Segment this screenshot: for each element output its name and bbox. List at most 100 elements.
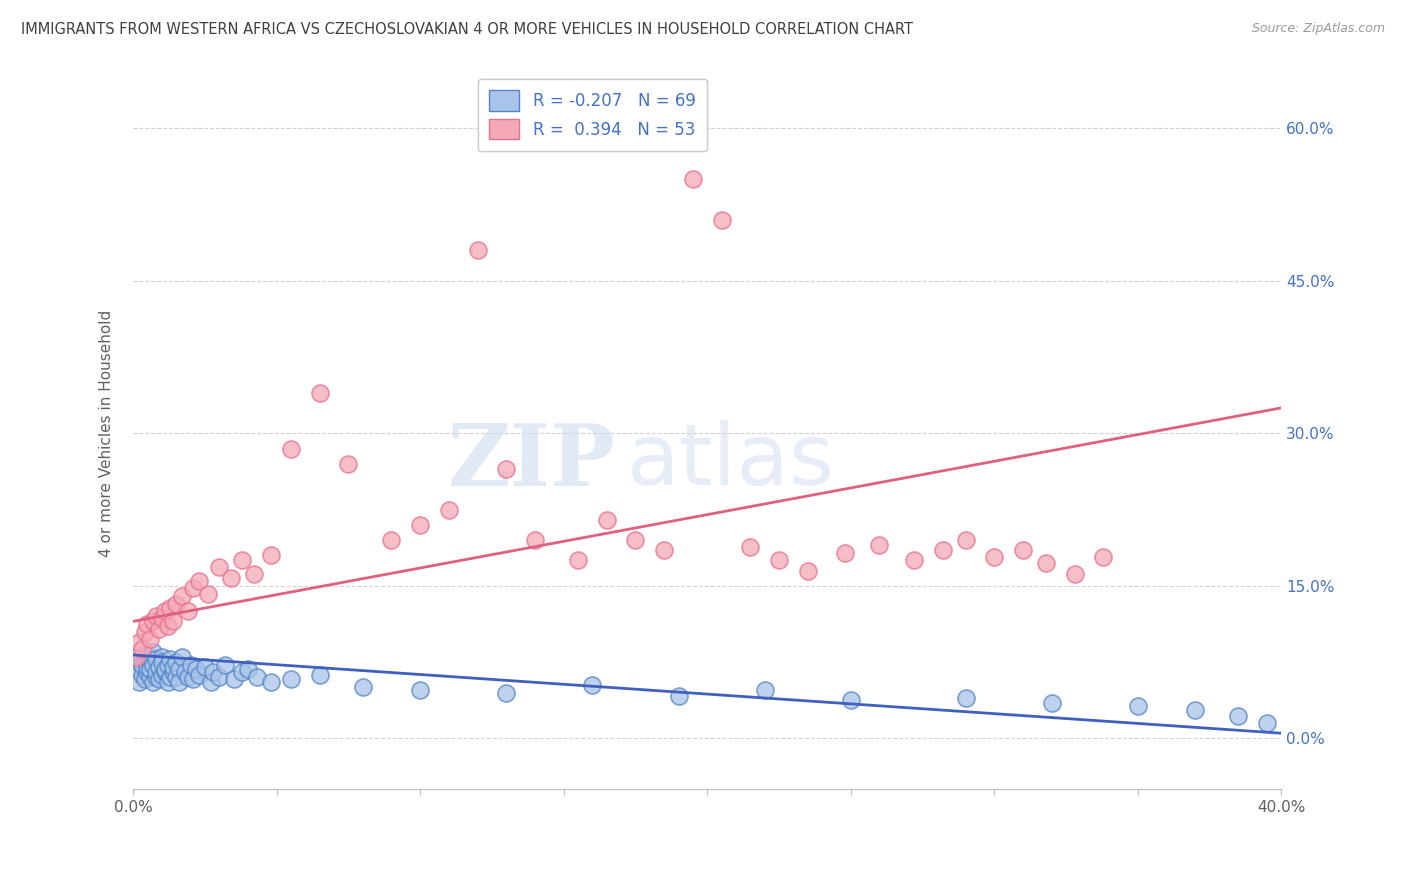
Point (148, 673, 170, 687)
Point (131, 641, 153, 656)
Point (869, 538, 891, 552)
Point (308, 385, 330, 400)
Point (139, 655, 162, 669)
Point (1227, 709, 1250, 723)
Point (145, 665, 167, 680)
Point (839, 692, 862, 706)
Point (280, 442, 302, 456)
Point (159, 601, 181, 615)
Point (214, 658, 236, 673)
Point (162, 660, 184, 674)
Point (136, 665, 159, 680)
Point (142, 675, 165, 690)
Point (260, 675, 283, 690)
Point (188, 574, 211, 588)
Point (165, 597, 187, 611)
Point (1092, 550, 1115, 565)
Point (145, 670, 167, 684)
Point (1063, 566, 1085, 581)
Point (188, 668, 211, 682)
Point (159, 652, 181, 666)
Point (668, 689, 690, 703)
Point (139, 670, 162, 684)
Point (467, 244, 489, 258)
Point (173, 665, 195, 680)
Point (153, 665, 176, 680)
Point (131, 650, 153, 665)
Point (139, 662, 162, 676)
Point (194, 660, 217, 674)
Point (380, 533, 402, 547)
Point (581, 678, 603, 692)
Point (142, 645, 165, 659)
Point (652, 543, 675, 558)
Point (242, 566, 264, 581)
Point (131, 668, 153, 682)
Point (208, 670, 231, 684)
Point (710, 212, 733, 227)
Text: Source: ZipAtlas.com: Source: ZipAtlas.com (1251, 22, 1385, 36)
Point (136, 660, 159, 674)
Point (165, 670, 187, 684)
Point (125, 662, 148, 676)
Point (134, 624, 156, 639)
Point (1035, 557, 1057, 571)
Point (150, 650, 173, 665)
Point (1126, 698, 1149, 713)
Point (142, 658, 165, 673)
Point (682, 172, 704, 186)
Point (1256, 716, 1278, 731)
Point (596, 513, 619, 527)
Point (197, 587, 219, 601)
Point (495, 462, 517, 476)
Point (567, 553, 589, 567)
Point (236, 662, 259, 676)
Point (176, 604, 198, 618)
Point (245, 670, 267, 684)
Legend: R = -0.207   N = 69, R =  0.394   N = 53: R = -0.207 N = 69, R = 0.394 N = 53 (478, 78, 707, 151)
Point (437, 502, 460, 516)
Point (139, 632, 162, 646)
Point (156, 658, 179, 673)
Point (955, 690, 977, 705)
Point (183, 673, 205, 687)
Point (128, 675, 150, 690)
Point (159, 670, 181, 684)
Point (834, 546, 856, 560)
Point (167, 675, 190, 690)
Point (136, 648, 159, 662)
Point (524, 533, 547, 547)
Point (150, 611, 173, 625)
Point (153, 604, 176, 618)
Point (208, 560, 231, 574)
Text: ZIP: ZIP (447, 420, 616, 504)
Point (136, 617, 159, 632)
Point (1184, 703, 1206, 717)
Point (156, 675, 179, 690)
Point (352, 681, 374, 695)
Point (983, 550, 1005, 565)
Point (170, 650, 193, 665)
Point (183, 581, 205, 595)
Point (260, 549, 283, 563)
Point (180, 658, 202, 673)
Point (142, 615, 165, 629)
Point (231, 553, 253, 567)
Point (162, 615, 184, 629)
Point (740, 540, 762, 554)
Point (200, 675, 222, 690)
Point (222, 673, 245, 687)
Point (202, 665, 225, 680)
Point (186, 662, 208, 676)
Point (145, 609, 167, 624)
Point (176, 670, 198, 684)
Point (148, 660, 170, 674)
Point (125, 650, 148, 665)
Point (1012, 543, 1035, 558)
Point (308, 668, 330, 682)
Point (156, 619, 179, 633)
Point (409, 682, 432, 697)
Point (165, 655, 187, 669)
Point (134, 673, 156, 687)
Point (280, 673, 302, 687)
